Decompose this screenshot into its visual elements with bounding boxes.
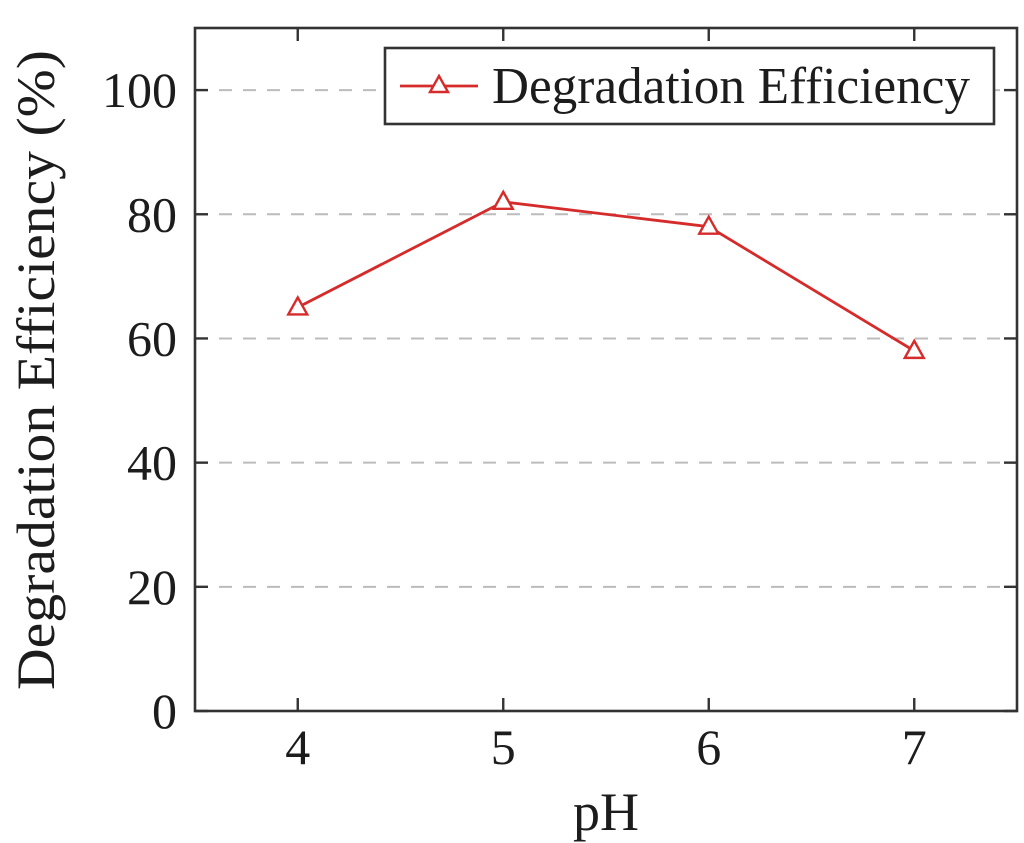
y-tick-label-0: 0 <box>152 683 177 739</box>
legend: Degradation Efficiency <box>383 46 996 126</box>
data-point-marker-pH5 <box>491 189 515 211</box>
data-point-marker-pH6 <box>697 214 721 235</box>
x-tick-label-7: 7 <box>902 719 927 775</box>
legend-label: Degradation Efficiency <box>492 58 970 115</box>
x-tick-label-4: 4 <box>285 719 310 775</box>
axis-ticks-layer <box>195 28 1017 713</box>
y-tick-label-40: 40 <box>127 435 177 491</box>
data-point-marker-pH4 <box>286 294 310 316</box>
legend-triangle-marker-icon <box>427 73 451 94</box>
data-point-marker-pH7 <box>902 338 926 360</box>
y-tick-label-60: 60 <box>127 310 177 366</box>
plot-border <box>193 26 1019 713</box>
legend-box <box>383 46 996 126</box>
x-axis-label: pH <box>573 782 639 842</box>
x-tick-label-5: 5 <box>491 719 516 775</box>
data-series-layer <box>286 189 926 360</box>
y-axis-label: Degradation Efficiency (%) <box>6 50 66 690</box>
y-tick-label-80: 80 <box>127 186 177 242</box>
tick-labels-layer: 0 20 40 60 80 100 4 5 6 7 <box>102 62 927 775</box>
y-tick-label-100: 100 <box>102 62 177 118</box>
series-line-0 <box>297 200 915 353</box>
x-tick-label-6: 6 <box>696 719 721 775</box>
y-tick-label-20: 20 <box>127 559 177 615</box>
